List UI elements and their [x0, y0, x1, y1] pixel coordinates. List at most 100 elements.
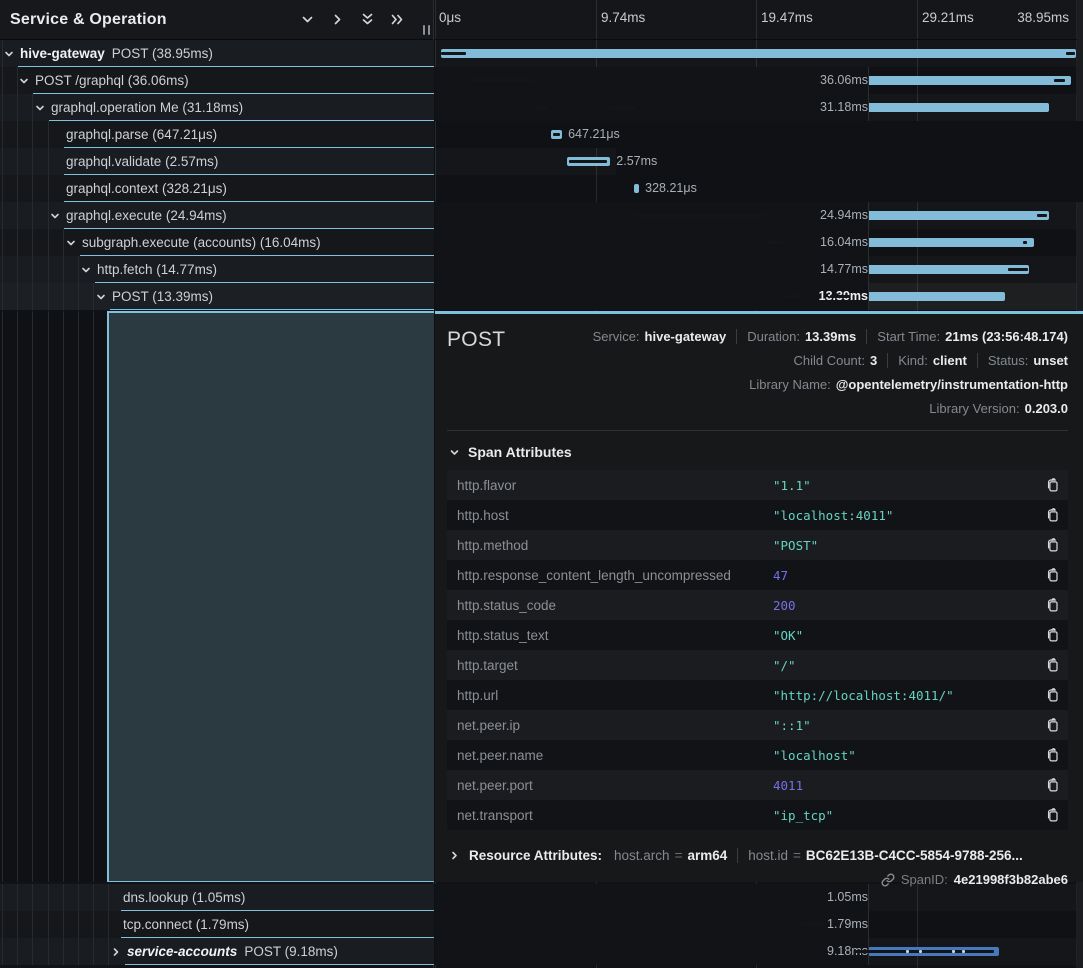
span-name-bar[interactable]: http.fetch (14.77ms) — [95, 256, 434, 283]
attribute-key: http.target — [457, 657, 518, 673]
indent-guide — [62, 256, 64, 283]
duration-label: 14.77ms — [435, 256, 869, 283]
span-row-name[interactable]: POST (13.39ms) — [0, 283, 434, 310]
indent-guide — [47, 229, 49, 256]
copy-icon[interactable] — [1045, 747, 1060, 763]
span-duration-bar[interactable] — [784, 292, 1006, 301]
span-row-name[interactable]: graphql.validate (2.57ms) — [0, 148, 434, 175]
attribute-value: 200 — [773, 597, 796, 613]
double-chevron-right-icon[interactable] — [390, 12, 405, 27]
chevron-down-icon[interactable] — [50, 211, 60, 221]
indent-guide — [17, 283, 19, 310]
span-duration-bar[interactable] — [784, 265, 1030, 274]
span-row-name[interactable]: graphql.operation Me (31.18ms) — [0, 94, 434, 121]
span-row-name[interactable]: hive-gateway POST (38.95ms) — [0, 40, 434, 67]
copy-icon[interactable] — [1045, 807, 1060, 823]
copy-icon[interactable] — [1045, 627, 1060, 643]
meta-line: Service: hive-gateway Duration: 13.39ms Star… — [447, 324, 1068, 348]
child-span-mark — [635, 214, 767, 217]
span-name-bar[interactable]: POST /graphql (36.06ms) — [33, 67, 434, 94]
operation-name: graphql.context (328.21μs) — [66, 180, 227, 196]
indent-guide — [2, 40, 3, 67]
span-name-bar[interactable]: graphql.context (328.21μs) — [64, 175, 434, 202]
span-name-bar[interactable]: dns.lookup (1.05ms) — [121, 884, 434, 911]
span-duration-bar[interactable] — [440, 49, 1077, 58]
meta-value: 13.39ms — [804, 328, 857, 344]
indent-guide — [47, 202, 49, 229]
child-span-mark — [569, 160, 608, 163]
chevron-down-icon[interactable] — [35, 103, 45, 113]
chevron-down-icon — [449, 447, 460, 458]
attribute-value: 47 — [773, 567, 789, 583]
span-name-bar[interactable]: service-accounts POST (9.18ms) — [125, 938, 434, 965]
child-span-mark — [470, 79, 534, 82]
indent-guide — [2, 283, 3, 310]
span-row-timeline: 1.05ms — [435, 884, 1077, 911]
divider — [447, 430, 1068, 431]
span-name-bar[interactable]: tcp.connect (1.79ms) — [121, 911, 434, 938]
span-attributes-section-header[interactable]: Span Attributes — [449, 444, 1068, 460]
copy-icon[interactable] — [1045, 597, 1060, 613]
child-span-mark — [1023, 241, 1027, 244]
tick-label: 19.47ms — [761, 10, 813, 25]
copy-icon[interactable] — [1045, 537, 1060, 553]
copy-icon[interactable] — [1045, 477, 1060, 493]
copy-icon[interactable] — [1045, 777, 1060, 793]
copy-icon[interactable] — [1045, 567, 1060, 583]
double-chevron-down-icon[interactable] — [360, 12, 375, 27]
span-row-name[interactable]: tcp.connect (1.79ms) — [0, 911, 434, 938]
operation-name: dns.lookup (1.05ms) — [123, 889, 246, 905]
chevron-right-icon[interactable] — [330, 12, 345, 27]
span-name-bar[interactable]: graphql.operation Me (31.18ms) — [49, 94, 434, 121]
span-name-bar[interactable]: hive-gateway POST (38.95ms) — [18, 40, 434, 67]
indent-guide — [2, 175, 3, 202]
span-duration-bar[interactable] — [766, 238, 1034, 247]
chevron-right-icon[interactable] — [111, 947, 121, 957]
chevron-down-icon[interactable] — [96, 292, 106, 302]
duration-label: 24.94ms — [435, 202, 869, 229]
span-row-name[interactable]: graphql.execute (24.94ms) — [0, 202, 434, 229]
copy-icon[interactable] — [1045, 657, 1060, 673]
detail-row-left-area — [0, 311, 434, 882]
span-duration-bar[interactable] — [634, 184, 640, 193]
span-name-bar[interactable]: graphql.execute (24.94ms) — [64, 202, 434, 229]
indent-guide — [93, 911, 95, 938]
span-row-name[interactable]: http.fetch (14.77ms) — [0, 256, 434, 283]
span-name-bar[interactable]: POST (13.39ms) — [110, 283, 434, 310]
span-row-name[interactable]: subgraph.execute (accounts) (16.04ms) — [0, 229, 434, 256]
chevron-down-icon[interactable] — [66, 238, 76, 248]
copy-icon[interactable] — [1045, 687, 1060, 703]
separator — [866, 328, 868, 344]
column-resize-handle[interactable] — [423, 25, 430, 35]
operation-name: POST (9.18ms) — [244, 943, 338, 959]
span-row-name[interactable]: graphql.parse (647.21μs) — [0, 121, 434, 148]
indent-guide — [32, 884, 34, 911]
chevron-down-icon[interactable] — [4, 49, 14, 59]
duration-label: 328.21μs — [645, 175, 1083, 202]
attribute-value: "http://localhost:4011/" — [773, 687, 954, 703]
span-row-name[interactable]: service-accounts POST (9.18ms) — [0, 938, 434, 965]
separator — [737, 848, 739, 863]
resource-attributes-row[interactable]: Resource Attributes: host.arch = arm64 h… — [449, 848, 1068, 863]
span-name-bar[interactable]: graphql.validate (2.57ms) — [64, 148, 434, 175]
span-row-name[interactable]: graphql.context (328.21μs) — [0, 175, 434, 202]
chevron-down-icon[interactable] — [300, 12, 315, 27]
indent-guide — [47, 121, 49, 148]
link-icon[interactable] — [881, 873, 895, 887]
collapse-controls — [300, 12, 423, 27]
copy-icon[interactable] — [1045, 717, 1060, 733]
child-span-mark — [440, 52, 466, 55]
child-span-mark — [854, 950, 995, 953]
span-row-name[interactable]: dns.lookup (1.05ms) — [0, 884, 434, 911]
span-name-bar[interactable]: subgraph.execute (accounts) (16.04ms) — [80, 229, 434, 256]
meta-value: 21ms (23:56:48.174) — [945, 328, 1068, 344]
attribute-key: net.peer.ip — [457, 717, 521, 733]
chevron-down-icon[interactable] — [81, 265, 91, 275]
chevron-down-icon[interactable] — [19, 76, 29, 86]
indent-guide — [108, 938, 110, 965]
copy-icon[interactable] — [1045, 507, 1060, 523]
span-name-bar[interactable]: graphql.parse (647.21μs) — [64, 121, 434, 148]
indent-guide — [32, 229, 34, 256]
span-row-name[interactable]: POST /graphql (36.06ms) — [0, 67, 434, 94]
span-title: POST — [447, 328, 506, 351]
